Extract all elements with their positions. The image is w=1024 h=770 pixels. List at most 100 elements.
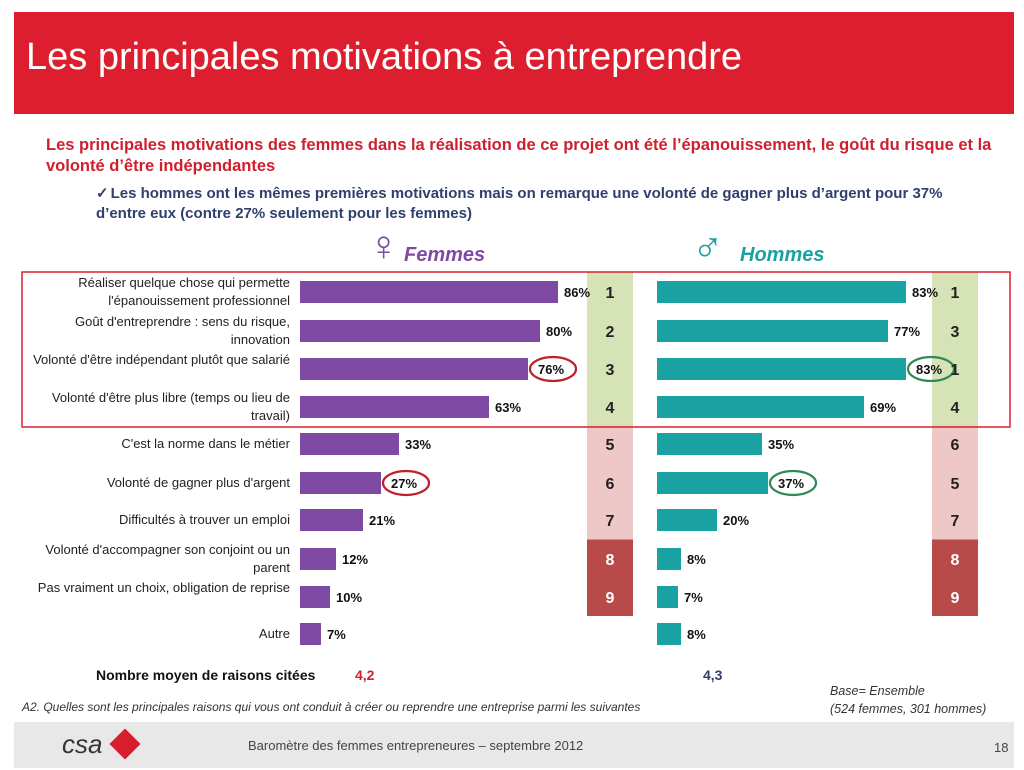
bar-femmes: [300, 548, 336, 570]
rank-cell-femmes: [587, 388, 633, 426]
rank-number: 8: [951, 552, 960, 569]
data-label: 77%: [894, 324, 920, 339]
bar-hommes: [657, 472, 768, 494]
data-label: 76%: [538, 362, 564, 377]
bar-femmes: [300, 396, 489, 418]
bar-hommes: [657, 586, 678, 608]
data-label: 37%: [778, 476, 804, 491]
bar-femmes: [300, 623, 321, 645]
footer-text: Baromètre des femmes entrepreneures – se…: [248, 738, 584, 753]
legend-femmes: Femmes: [404, 244, 486, 266]
category-label: Goût d'entreprendre : sens du risque, in…: [75, 314, 290, 347]
rank-cell-hommes: [932, 539, 978, 578]
rank-cell-hommes: [932, 578, 978, 616]
category-label: C'est la norme dans le métier: [121, 436, 290, 451]
avg-femmes: 4,2: [355, 667, 375, 683]
category-label: Pas vraiment un choix, obligation de rep…: [37, 580, 290, 595]
category-label: Volonté d'accompagner son conjoint ou un…: [45, 542, 290, 575]
rank-number: 4: [606, 400, 615, 417]
rank-cell-femmes: [587, 501, 633, 540]
subline: ✓ Les hommes ont les mêmes premières moti…: [96, 184, 996, 224]
rank-number: 3: [951, 324, 960, 341]
bar-femmes: [300, 586, 330, 608]
title-bar: Les principales motivations à entreprend…: [0, 0, 1024, 116]
rank-cell-hommes: [932, 425, 978, 464]
rank-cell-femmes: [587, 350, 633, 388]
rank-cell-hommes: [932, 388, 978, 426]
data-label: 20%: [723, 513, 749, 528]
data-label: 63%: [495, 400, 521, 415]
rank-cell-femmes: [587, 272, 633, 312]
rank-number: 1: [606, 285, 615, 302]
rank-cell-femmes: [587, 425, 633, 464]
rank-number: 1: [951, 285, 960, 302]
avg-hommes: 4,3: [703, 667, 723, 683]
rank-number: 1: [951, 362, 960, 379]
avg-label: Nombre moyen de raisons citées: [96, 667, 316, 683]
bar-hommes: [657, 623, 681, 645]
rank-number: 4: [951, 400, 960, 417]
data-label: 83%: [916, 362, 942, 377]
highlight-circle: [906, 355, 956, 383]
data-label: 21%: [369, 513, 395, 528]
data-label: 86%: [564, 285, 590, 300]
check-icon: ✓: [96, 185, 109, 202]
category-label: Volonté de gagner plus d'argent: [106, 475, 290, 490]
data-label: 8%: [687, 627, 706, 642]
page-number: 18: [994, 740, 1009, 755]
rank-cell-femmes: [587, 463, 633, 502]
data-label: 35%: [768, 437, 794, 452]
rank-number: 5: [951, 476, 960, 493]
rank-number: 5: [606, 437, 615, 454]
question-text: A2. Quelles sont les principales raisons…: [22, 700, 641, 714]
bar-hommes: [657, 548, 681, 570]
category-label: Autre: [258, 626, 290, 641]
rank-cell-hommes: [932, 463, 978, 502]
rank-cell-hommes: [932, 272, 978, 312]
legend-hommes: Hommes: [740, 244, 825, 266]
rank-cell-femmes: [587, 578, 633, 616]
bar-femmes: [300, 358, 528, 380]
category-label: Difficultés à trouver un emploi: [118, 512, 290, 527]
bar-hommes: [657, 433, 762, 455]
rank-cell-hommes: [932, 501, 978, 540]
rank-number: 8: [606, 552, 615, 569]
rank-cell-femmes: [587, 539, 633, 578]
data-label: 80%: [546, 324, 572, 339]
data-label: 69%: [870, 400, 896, 415]
rank-number: 2: [606, 324, 615, 341]
female-symbol-icon: ♀: [368, 222, 400, 269]
highlight-circle: [381, 469, 431, 497]
bar-hommes: [657, 396, 864, 418]
rank-number: 7: [951, 513, 960, 530]
data-label: 7%: [327, 627, 346, 642]
base-line-2: (524 femmes, 301 hommes): [830, 702, 987, 716]
bar-femmes: [300, 433, 399, 455]
highlight-circle: [768, 469, 818, 497]
bar-hommes: [657, 281, 906, 303]
rank-number: 9: [951, 590, 960, 607]
footer-bar: [14, 722, 1014, 768]
category-label: Réaliser quelque chose qui permette l'ép…: [78, 275, 290, 308]
top-four-highlight-box: [21, 271, 1011, 428]
bar-hommes: [657, 509, 717, 531]
category-label: Volonté d'être plus libre (temps ou lieu…: [51, 390, 290, 423]
rank-number: 6: [606, 476, 615, 493]
rank-cell-hommes: [932, 311, 978, 350]
bar-hommes: [657, 358, 906, 380]
category-label: Volonté d'être indépendant plutôt que sa…: [33, 352, 290, 367]
rank-number: 9: [606, 590, 615, 607]
subline-text: Les hommes ont les mêmes premières motiv…: [96, 185, 943, 222]
highlight-circle: [528, 355, 578, 383]
bar-hommes: [657, 320, 888, 342]
data-label: 27%: [391, 476, 417, 491]
data-label: 33%: [405, 437, 431, 452]
bar-femmes: [300, 472, 381, 494]
slide-title: Les principales motivations à entreprend…: [26, 36, 743, 78]
data-label: 83%: [912, 285, 938, 300]
data-label: 7%: [684, 590, 703, 605]
bar-femmes: [300, 320, 540, 342]
data-label: 12%: [342, 552, 368, 567]
rank-number: 3: [606, 362, 615, 379]
